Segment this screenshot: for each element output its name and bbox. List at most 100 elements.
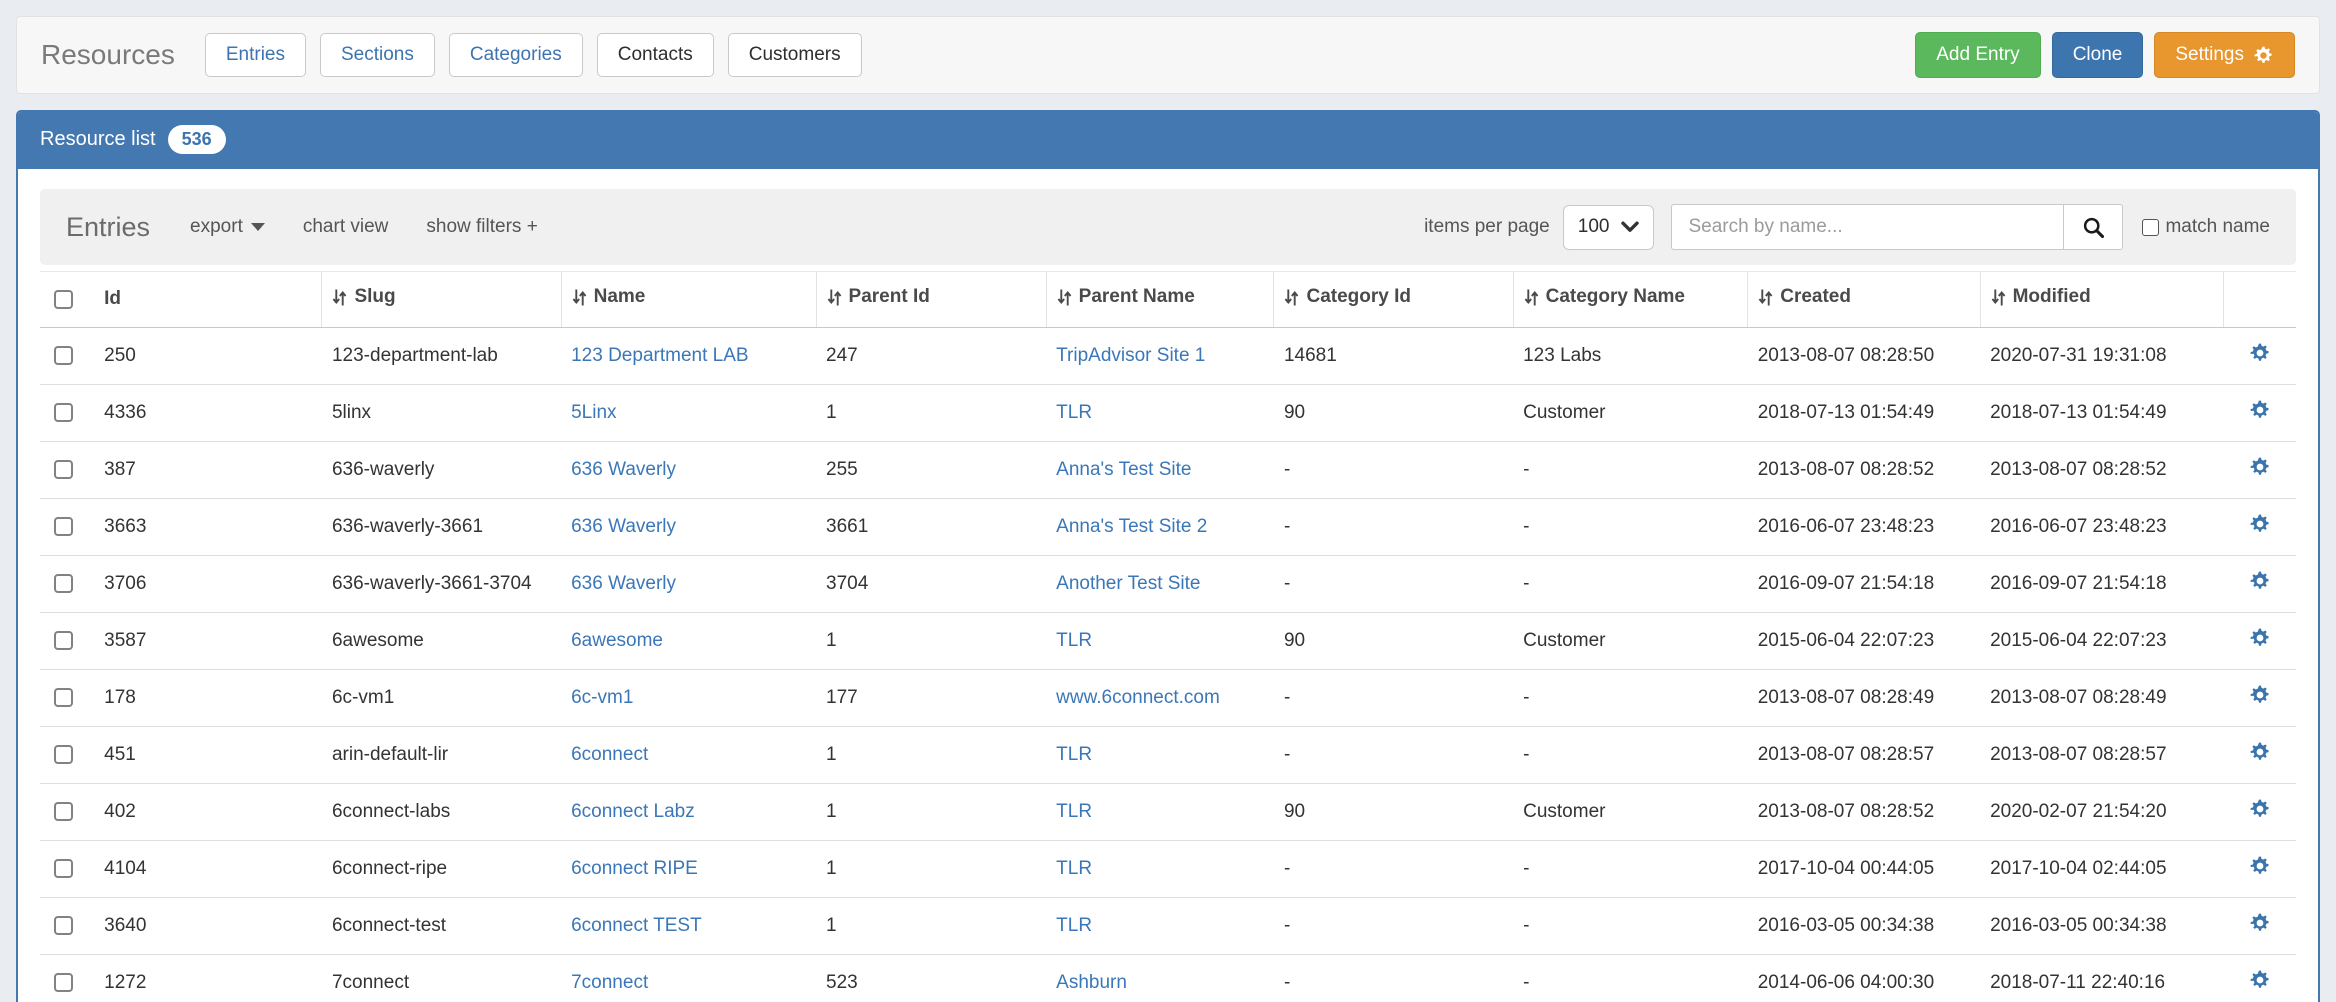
- name-link[interactable]: 6c-vm1: [571, 687, 633, 708]
- row-settings-button[interactable]: [2249, 399, 2271, 421]
- row-settings-button[interactable]: [2249, 684, 2271, 706]
- column-header-parent-id[interactable]: Parent Id: [816, 272, 1046, 328]
- row-settings-button[interactable]: [2249, 741, 2271, 763]
- row-settings-button[interactable]: [2249, 513, 2271, 535]
- row-settings-button[interactable]: [2249, 570, 2271, 592]
- row-checkbox[interactable]: [54, 631, 73, 650]
- name-link[interactable]: 5Linx: [571, 402, 616, 423]
- chart-view-link[interactable]: chart view: [303, 216, 389, 238]
- name-link[interactable]: 636 Waverly: [571, 573, 676, 594]
- show-filters-link[interactable]: show filters +: [426, 216, 537, 238]
- cell-id: 402: [94, 783, 322, 840]
- row-checkbox[interactable]: [54, 346, 73, 365]
- cell-category-id: -: [1274, 555, 1513, 612]
- panel-header: Resource list 536: [18, 112, 2318, 169]
- cell-id: 178: [94, 669, 322, 726]
- parent-name-link[interactable]: Anna's Test Site 2: [1056, 516, 1207, 537]
- cell-slug: 6connect-labs: [322, 783, 561, 840]
- parent-name-link[interactable]: TripAdvisor Site 1: [1056, 345, 1205, 366]
- tab-customers[interactable]: Customers: [728, 33, 862, 77]
- column-header-slug[interactable]: Slug: [322, 272, 561, 328]
- settings-button[interactable]: Settings: [2154, 32, 2295, 78]
- column-header-created[interactable]: Created: [1748, 272, 1980, 328]
- row-settings-button[interactable]: [2249, 342, 2271, 364]
- cell-parent-name: TLR: [1046, 612, 1274, 669]
- select-all-checkbox[interactable]: [54, 290, 73, 309]
- tab-categories[interactable]: Categories: [449, 33, 583, 77]
- gear-icon: [2253, 45, 2274, 66]
- parent-name-link[interactable]: TLR: [1056, 915, 1092, 936]
- sort-icon: [1057, 288, 1072, 307]
- column-label: Created: [1780, 286, 1851, 308]
- gear-icon: [2249, 684, 2271, 706]
- name-link[interactable]: 6connect: [571, 744, 648, 765]
- tab-sections[interactable]: Sections: [320, 33, 435, 77]
- row-checkbox[interactable]: [54, 688, 73, 707]
- search-button[interactable]: [2063, 204, 2123, 250]
- row-checkbox[interactable]: [54, 460, 73, 479]
- column-header-name[interactable]: Name: [561, 272, 816, 328]
- table-row: 35876awesome6awesome1TLR90Customer2015-0…: [40, 612, 2296, 669]
- cell-created: 2013-08-07 08:28:52: [1748, 783, 1980, 840]
- items-per-page-select[interactable]: 100: [1563, 205, 1655, 250]
- name-link[interactable]: 6connect RIPE: [571, 858, 698, 879]
- parent-name-link[interactable]: TLR: [1056, 858, 1092, 879]
- parent-name-link[interactable]: Ashburn: [1056, 972, 1127, 993]
- row-settings-button[interactable]: [2249, 798, 2271, 820]
- name-link[interactable]: 636 Waverly: [571, 459, 676, 480]
- cell-modified: 2015-06-04 22:07:23: [1980, 612, 2224, 669]
- sort-icon: [332, 288, 347, 307]
- add-entry-button[interactable]: Add Entry: [1915, 32, 2040, 78]
- column-header-modified[interactable]: Modified: [1980, 272, 2224, 328]
- cell-created: 2016-03-05 00:34:38: [1748, 897, 1980, 954]
- cell-actions: [2224, 327, 2296, 384]
- parent-name-link[interactable]: TLR: [1056, 402, 1092, 423]
- row-settings-button[interactable]: [2249, 855, 2271, 877]
- name-link[interactable]: 6awesome: [571, 630, 663, 651]
- match-name-checkbox[interactable]: [2142, 219, 2159, 236]
- search-input[interactable]: [1671, 204, 2063, 250]
- cell-slug: 636-waverly-3661: [322, 498, 561, 555]
- row-checkbox[interactable]: [54, 973, 73, 992]
- name-link[interactable]: 6connect TEST: [571, 915, 702, 936]
- column-header-parent-name[interactable]: Parent Name: [1046, 272, 1274, 328]
- row-checkbox[interactable]: [54, 916, 73, 935]
- clone-button[interactable]: Clone: [2052, 32, 2144, 78]
- row-settings-button[interactable]: [2249, 969, 2271, 991]
- cell-id: 3587: [94, 612, 322, 669]
- panel-title: Resource list: [40, 128, 156, 151]
- cell-modified: 2020-07-31 19:31:08: [1980, 327, 2224, 384]
- column-header-category-id[interactable]: Category Id: [1274, 272, 1513, 328]
- cell-created: 2017-10-04 00:44:05: [1748, 840, 1980, 897]
- parent-name-link[interactable]: Anna's Test Site: [1056, 459, 1191, 480]
- parent-name-link[interactable]: www.6connect.com: [1056, 687, 1220, 708]
- parent-name-link[interactable]: TLR: [1056, 801, 1092, 822]
- cell-id: 451: [94, 726, 322, 783]
- row-settings-button[interactable]: [2249, 456, 2271, 478]
- row-settings-button[interactable]: [2249, 912, 2271, 934]
- row-checkbox[interactable]: [54, 802, 73, 821]
- cell-name: 6awesome: [561, 612, 816, 669]
- parent-name-link[interactable]: TLR: [1056, 744, 1092, 765]
- row-checkbox[interactable]: [54, 574, 73, 593]
- gear-icon: [2249, 741, 2271, 763]
- name-link[interactable]: 123 Department LAB: [571, 345, 748, 366]
- tab-entries[interactable]: Entries: [205, 33, 306, 77]
- cell-created: 2015-06-04 22:07:23: [1748, 612, 1980, 669]
- name-link[interactable]: 6connect Labz: [571, 801, 695, 822]
- cell-created: 2016-09-07 21:54:18: [1748, 555, 1980, 612]
- name-link[interactable]: 636 Waverly: [571, 516, 676, 537]
- tab-contacts[interactable]: Contacts: [597, 33, 714, 77]
- export-menu[interactable]: export: [190, 216, 265, 238]
- parent-name-link[interactable]: TLR: [1056, 630, 1092, 651]
- column-header-category-name[interactable]: Category Name: [1513, 272, 1748, 328]
- row-checkbox[interactable]: [54, 403, 73, 422]
- row-checkbox[interactable]: [54, 745, 73, 764]
- row-checkbox[interactable]: [54, 517, 73, 536]
- parent-name-link[interactable]: Another Test Site: [1056, 573, 1200, 594]
- clone-label: Clone: [2073, 44, 2123, 66]
- row-checkbox[interactable]: [54, 859, 73, 878]
- sort-icon: [1284, 288, 1299, 307]
- name-link[interactable]: 7connect: [571, 972, 648, 993]
- row-settings-button[interactable]: [2249, 627, 2271, 649]
